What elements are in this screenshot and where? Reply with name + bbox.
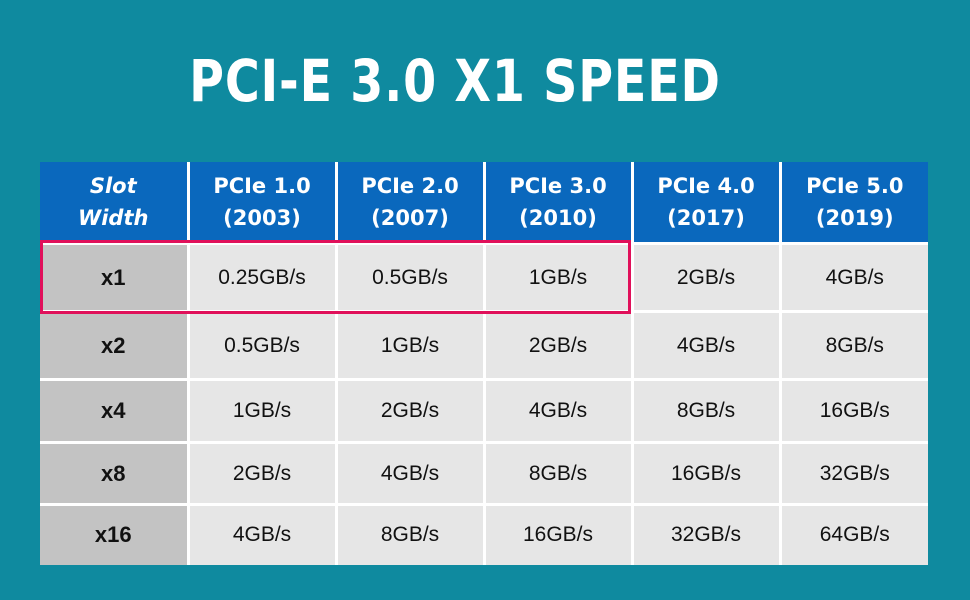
speed-cell: 16GB/s [630,441,782,506]
speed-cell: 2GB/s [630,242,782,313]
header-pcie-4: PCIe 4.0 (2017) [630,162,782,245]
header-text: Slot [89,174,137,198]
header-text: PCIe 5.0 [806,174,904,198]
speed-cell: 0.25GB/s [186,242,338,313]
header-text: PCIe 3.0 [509,174,607,198]
speed-cell: 4GB/s [778,242,928,313]
speed-cell: 4GB/s [334,441,486,506]
header-text: (2010) [519,206,597,230]
header-text: (2019) [815,206,894,230]
speed-cell: 8GB/s [482,441,634,506]
speed-cell: 2GB/s [334,378,486,444]
pcie-speed-table: Slot Width PCIe 1.0 (2003) PCIe 2.0 (2007) PCI… [40,162,928,565]
header-text: (2003) [223,206,301,230]
slot-width-cell: x2 [40,310,190,381]
speed-cell: 16GB/s [482,503,634,565]
speed-cell: 32GB/s [778,441,928,506]
table-row: x16 4GB/s 8GB/s 16GB/s 32GB/s 64GB/s [40,503,928,565]
slot-width-cell: x1 [40,242,190,313]
speed-cell: 32GB/s [630,503,782,565]
speed-cell: 8GB/s [778,310,928,381]
table-row: x4 1GB/s 2GB/s 4GB/s 8GB/s 16GB/s [40,378,928,444]
header-text: Width [78,206,149,230]
speed-cell: 0.5GB/s [334,242,486,313]
header-pcie-2: PCIe 2.0 (2007) [334,162,486,245]
header-text: PCIe 2.0 [361,174,459,198]
slot-width-cell: x8 [40,441,190,506]
speed-cell: 2GB/s [482,310,634,381]
header-text: PCIe 1.0 [213,174,311,198]
header-pcie-5: PCIe 5.0 (2019) [778,162,928,245]
speed-cell: 1GB/s [334,310,486,381]
speed-cell: 4GB/s [482,378,634,444]
header-text: PCIe 4.0 [657,174,755,198]
slot-width-cell: x16 [40,503,190,565]
header-text: (2017) [667,206,745,230]
table-row: x2 0.5GB/s 1GB/s 2GB/s 4GB/s 8GB/s [40,310,928,381]
speed-cell: 2GB/s [186,441,338,506]
speed-cell: 8GB/s [630,378,782,444]
speed-cell: 0.5GB/s [186,310,338,381]
speed-cell: 1GB/s [482,242,634,313]
speed-cell: 4GB/s [186,503,338,565]
header-pcie-3: PCIe 3.0 (2010) [482,162,634,245]
table-row: x1 0.25GB/s 0.5GB/s 1GB/s 2GB/s 4GB/s [40,242,928,313]
speed-cell: 64GB/s [778,503,928,565]
page-title: PCI-E 3.0 X1 SPEED [189,47,721,115]
speed-cell: 16GB/s [778,378,928,444]
speed-cell: 1GB/s [186,378,338,444]
table-header-row: Slot Width PCIe 1.0 (2003) PCIe 2.0 (2007) PCI… [40,162,928,245]
header-pcie-1: PCIe 1.0 (2003) [186,162,338,245]
header-slot-width: Slot Width [40,162,190,245]
speed-cell: 4GB/s [630,310,782,381]
table-row: x8 2GB/s 4GB/s 8GB/s 16GB/s 32GB/s [40,441,928,506]
header-text: (2007) [371,206,449,230]
slot-width-cell: x4 [40,378,190,444]
speed-cell: 8GB/s [334,503,486,565]
